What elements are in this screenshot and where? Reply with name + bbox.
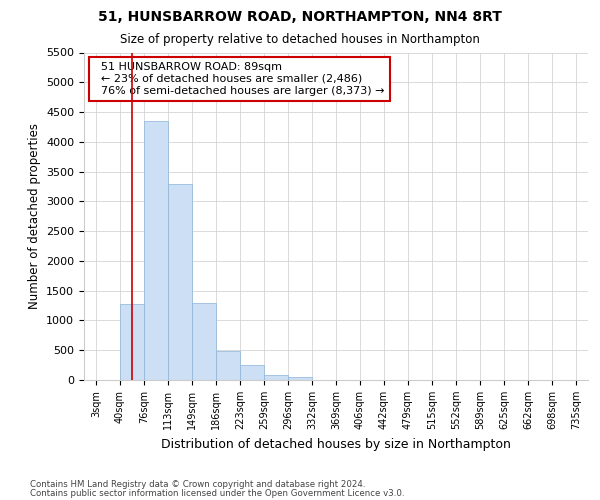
Bar	[144, 121, 168, 380]
Bar	[192, 302, 216, 380]
Text: Contains public sector information licensed under the Open Government Licence v3: Contains public sector information licen…	[30, 488, 404, 498]
Bar	[216, 352, 240, 380]
Bar	[168, 184, 192, 380]
Text: 51, HUNSBARROW ROAD, NORTHAMPTON, NN4 8RT: 51, HUNSBARROW ROAD, NORTHAMPTON, NN4 8R…	[98, 10, 502, 24]
Bar	[264, 375, 288, 380]
Text: 51 HUNSBARROW ROAD: 89sqm
  ← 23% of detached houses are smaller (2,486)
  76% o: 51 HUNSBARROW ROAD: 89sqm ← 23% of detac…	[94, 62, 385, 96]
Bar	[240, 365, 264, 380]
X-axis label: Distribution of detached houses by size in Northampton: Distribution of detached houses by size …	[161, 438, 511, 450]
Text: Size of property relative to detached houses in Northampton: Size of property relative to detached ho…	[120, 32, 480, 46]
Y-axis label: Number of detached properties: Number of detached properties	[28, 123, 41, 309]
Bar	[120, 304, 144, 380]
Text: Contains HM Land Registry data © Crown copyright and database right 2024.: Contains HM Land Registry data © Crown c…	[30, 480, 365, 489]
Bar	[288, 376, 312, 380]
